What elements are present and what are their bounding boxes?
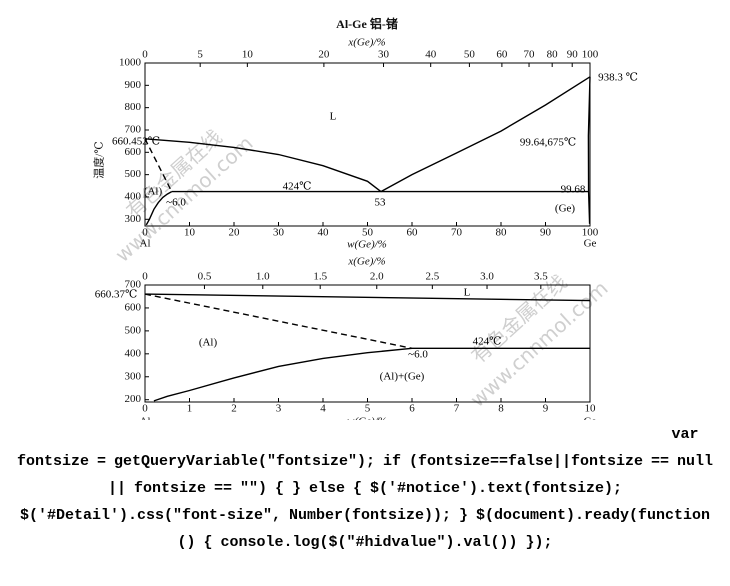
x2-tick-label: 3.5 [534, 271, 548, 283]
annotation: (Al)+(Ge) [380, 371, 425, 383]
x2-tick-label: 90 [567, 49, 579, 61]
x-tick-label: 5 [365, 403, 371, 415]
y-tick-label: 200 [125, 393, 142, 405]
x-tick-label: 6 [409, 403, 415, 415]
annotation: (Al) [144, 186, 163, 198]
x-tick-label: 40 [318, 227, 330, 239]
x-tick-label: 100 [582, 227, 599, 239]
x-tick-label: 20 [229, 227, 241, 239]
x2-tick-label: 1.0 [256, 271, 270, 283]
phase-boundary [145, 190, 173, 226]
phase-diagrams: 有色金属在线www.cnnmol.com有色金属在线www.cnnmol.com… [92, 16, 638, 420]
x-end-label: Ge [584, 416, 597, 420]
x2-tick-label: 100 [582, 49, 599, 61]
x2-tick-label: 0 [142, 271, 148, 283]
x2-tick-label: 60 [496, 49, 508, 61]
phase-boundary [144, 138, 382, 193]
x-tick-label: 70 [451, 227, 463, 239]
x2-tick-label: 0.5 [198, 271, 212, 283]
y-tick-label: 1000 [119, 57, 142, 69]
x-tick-label: 3 [276, 403, 282, 415]
annotation: 660.37℃ [95, 289, 138, 301]
x-tick-label: 0 [142, 227, 148, 239]
x2-tick-label: 2.5 [425, 271, 439, 283]
x2-axis-label: x(Ge)/% [347, 37, 385, 49]
annotation: 424℃ [283, 181, 312, 193]
y-tick-label: 700 [125, 279, 142, 291]
x-tick-label: 0 [142, 403, 148, 415]
chart: Al-Ge 铝-锗 x(Ge)/% w(Ge)/% 温度/℃ Al Ge 0 10 20 30 40… [92, 16, 638, 251]
x-tick-label: 50 [362, 227, 374, 239]
x-axis-label: w(Ge)/% [347, 416, 387, 420]
x2-tick-label: 5 [197, 49, 203, 61]
chart-title: Al-Ge 铝-锗 [336, 16, 398, 31]
x-end-label: Al [140, 416, 151, 420]
x-tick-label: 7 [454, 403, 460, 415]
x2-tick-label: 0 [142, 49, 148, 61]
y-tick-label: 600 [125, 146, 142, 158]
y-tick-label: 500 [125, 324, 142, 336]
phase-boundary [587, 76, 591, 224]
phase-boundary [144, 293, 413, 349]
x2-axis-label: x(Ge)/% [347, 256, 385, 268]
x2-tick-label: 1.5 [313, 271, 327, 283]
x2-tick-label: 3.0 [480, 271, 494, 283]
annotation: 99.68 [561, 184, 586, 196]
y-tick-label: 300 [125, 213, 142, 225]
x2-tick-label: 40 [425, 49, 437, 61]
annotation: (Ge) [555, 203, 575, 215]
x-tick-label: 4 [320, 403, 326, 415]
y-tick-label: 400 [125, 191, 142, 203]
annotation: 424℃ [473, 336, 502, 348]
phase-boundary [153, 347, 413, 402]
x-tick-label: 1 [187, 403, 193, 415]
y-tick-label: 700 [125, 124, 142, 136]
y-tick-label: 400 [125, 347, 142, 359]
x-tick-label: 90 [540, 227, 552, 239]
x2-tick-label: 20 [318, 49, 330, 61]
x-end-label: Ge [584, 238, 597, 250]
x2-tick-label: 80 [547, 49, 559, 61]
x-tick-label: 10 [184, 227, 196, 239]
annotation: 99.64,675℃ [520, 137, 576, 149]
annotation: 938.3 ℃ [598, 72, 638, 84]
annotation: L [464, 287, 471, 299]
x2-tick-label: 70 [524, 49, 536, 61]
y-tick-label: 800 [125, 101, 142, 113]
annotation: L [330, 111, 337, 123]
y-tick-label: 300 [125, 370, 142, 382]
y-tick-label: 500 [125, 168, 142, 180]
x-tick-label: 9 [543, 403, 549, 415]
annotation: 660.452℃ [112, 136, 160, 148]
x-tick-label: 8 [498, 403, 504, 415]
x2-tick-label: 30 [378, 49, 390, 61]
annotation: ~6.0 [408, 349, 428, 361]
chart: x(Ge)/% w(Ge)/% Al Ge 0 1 2 3 4 5 6 7 8 9 10 0 0.5 1.0 1.5… [95, 256, 597, 420]
x2-tick-label: 50 [464, 49, 476, 61]
x-tick-label: 2 [231, 403, 237, 415]
x2-tick-label: 2.0 [370, 271, 384, 283]
annotation: ~6.0 [166, 197, 186, 209]
phase-boundary [144, 293, 591, 302]
phase-boundary [380, 76, 591, 193]
code-text: var fontsize = getQueryVariable("fontsiz… [16, 426, 714, 551]
x-tick-label: 80 [496, 227, 508, 239]
annotation: 53 [375, 197, 387, 209]
x-end-label: Al [140, 238, 151, 250]
x-axis-label: w(Ge)/% [347, 239, 387, 251]
annotation: (Al) [199, 337, 218, 349]
y-tick-label: 900 [125, 79, 142, 91]
x-tick-label: 10 [585, 403, 597, 415]
x-tick-label: 60 [407, 227, 419, 239]
x-tick-label: 30 [273, 227, 285, 239]
x2-tick-label: 10 [242, 49, 254, 61]
y-axis-label: 温度/℃ [92, 141, 106, 178]
y-tick-label: 600 [125, 301, 142, 313]
